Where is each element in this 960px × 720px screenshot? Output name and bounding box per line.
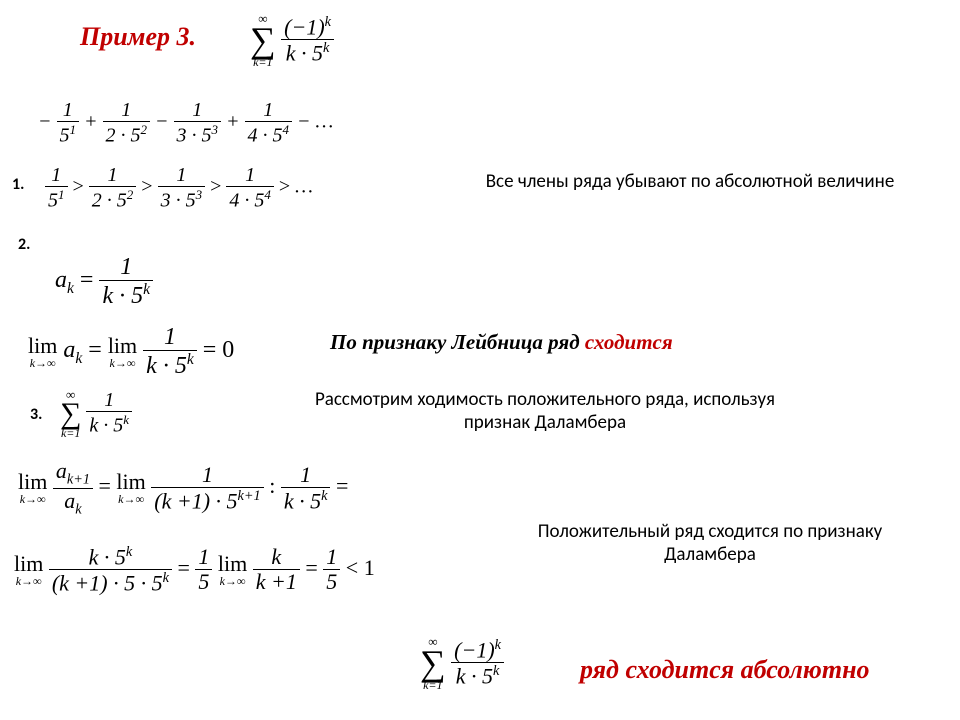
main-series: ∞ ∑ k=1 (−1)k k · 5k [250, 12, 334, 68]
positive-series-text: Рассмотрим ходимость положительного ряда… [310, 388, 780, 434]
ratio-line-2: lim k→∞ k · 5k (k +1) · 5 · 5k = 1 5 lim… [14, 545, 375, 595]
label-1: 1. [12, 175, 24, 194]
sigma-pos: ∞ ∑ k=1 [60, 388, 81, 439]
expansion-line: − 151 + 12 · 52 − 13 · 53 + 14 · 54 − … [38, 100, 333, 146]
ak-definition: ak = 1 k · 5k [55, 255, 153, 308]
sigma-conclusion: ∞ ∑ k=1 [420, 635, 446, 691]
main-series-frac: (−1)k k · 5k [281, 15, 334, 65]
dalembert-text: Положительный ряд сходится по признаку Д… [500, 520, 920, 566]
leibniz-text: По признаку Лейбница ряд сходится [330, 330, 673, 355]
lim-ak: lim k→∞ ak = lim k→∞ 1 k · 5k = 0 [28, 325, 234, 378]
conclusion-series: ∞ ∑ k=1 (−1)k k · 5k [420, 635, 504, 691]
label-2: 2. [18, 235, 30, 254]
positive-series: ∞ ∑ k=1 1 k · 5k [60, 388, 132, 439]
label-3: 3. [30, 405, 42, 424]
sigma-main: ∞ ∑ k=1 [250, 12, 276, 68]
lim-symbol: lim k→∞ [28, 335, 57, 369]
title-text: Пример 3. [80, 22, 196, 51]
abs-decrease-text: Все члены ряда убывают по абсолютной вел… [475, 170, 905, 193]
example-title: Пример 3. [80, 22, 196, 52]
conclusion-text: ряд сходится абсолютно [580, 655, 870, 685]
inequality-line: 151 > 12 · 52 > 13 · 53 > 14 · 54 > … [45, 165, 313, 211]
ratio-line-1: lim k→∞ ak+1 ak = lim k→∞ 1 (k +1) · 5k+… [18, 460, 348, 516]
